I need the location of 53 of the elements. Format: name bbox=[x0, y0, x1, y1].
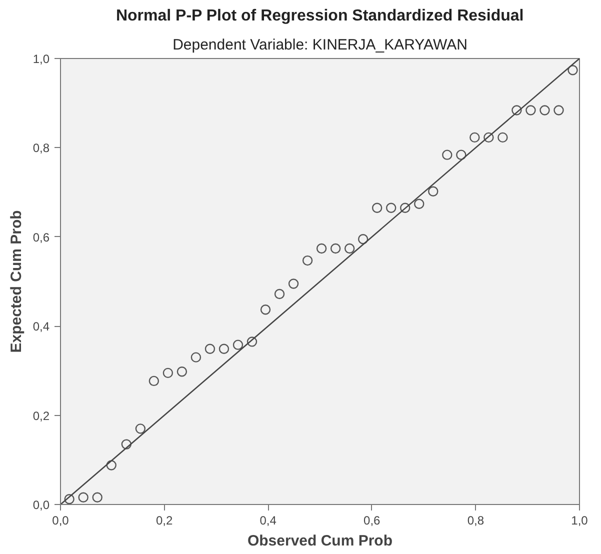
point bbox=[344, 243, 355, 254]
y-tick-label: 0,6 bbox=[32, 230, 50, 244]
point bbox=[135, 424, 146, 434]
point bbox=[330, 243, 341, 254]
point bbox=[121, 439, 132, 450]
point bbox=[414, 198, 424, 209]
point bbox=[162, 368, 174, 378]
point bbox=[456, 150, 466, 160]
point bbox=[400, 202, 410, 213]
point bbox=[358, 234, 368, 244]
point bbox=[428, 186, 438, 196]
y-tick-label: 0,0 bbox=[32, 498, 50, 512]
point bbox=[554, 105, 564, 116]
point bbox=[232, 340, 244, 350]
x-tick-label: 0,0 bbox=[52, 514, 70, 528]
y-tick-label: 0,8 bbox=[32, 141, 50, 156]
x-axis-title: Observed Cum Prob bbox=[247, 532, 393, 550]
point bbox=[386, 202, 396, 213]
point bbox=[246, 336, 258, 347]
point bbox=[498, 132, 508, 143]
point bbox=[470, 132, 480, 143]
point bbox=[148, 376, 160, 386]
y-tick-label: 1,0 bbox=[32, 52, 50, 66]
x-tick-label: 0,6 bbox=[364, 514, 381, 528]
point bbox=[190, 352, 202, 362]
point bbox=[540, 105, 550, 116]
x-tick-label: 0,8 bbox=[467, 514, 484, 528]
point bbox=[568, 65, 578, 76]
point bbox=[372, 202, 382, 213]
point bbox=[484, 132, 494, 143]
point bbox=[316, 243, 327, 254]
point bbox=[526, 105, 536, 116]
y-axis-title: Expected Cum Prob bbox=[8, 210, 25, 353]
point bbox=[176, 366, 188, 377]
x-tick-label: 1,0 bbox=[571, 514, 588, 528]
chart-title: Normal P-P Plot of Regression Standardized Residual bbox=[116, 8, 524, 24]
point bbox=[274, 288, 285, 300]
point bbox=[64, 494, 74, 504]
point bbox=[260, 304, 271, 315]
point bbox=[106, 460, 116, 470]
point bbox=[288, 278, 299, 289]
point bbox=[442, 150, 452, 160]
point bbox=[204, 344, 216, 354]
point bbox=[78, 492, 88, 502]
point bbox=[302, 255, 313, 266]
chart-subtitle: Dependent Variable: KINERJA_KARYAWAN bbox=[172, 36, 468, 54]
x-tick-label: 0,2 bbox=[156, 514, 173, 528]
point bbox=[512, 105, 522, 116]
point bbox=[218, 344, 230, 354]
y-tick-label: 0,2 bbox=[32, 408, 50, 423]
point bbox=[92, 492, 102, 502]
x-tick-label: 0,4 bbox=[260, 514, 277, 528]
y-tick-label: 0,4 bbox=[32, 320, 50, 334]
